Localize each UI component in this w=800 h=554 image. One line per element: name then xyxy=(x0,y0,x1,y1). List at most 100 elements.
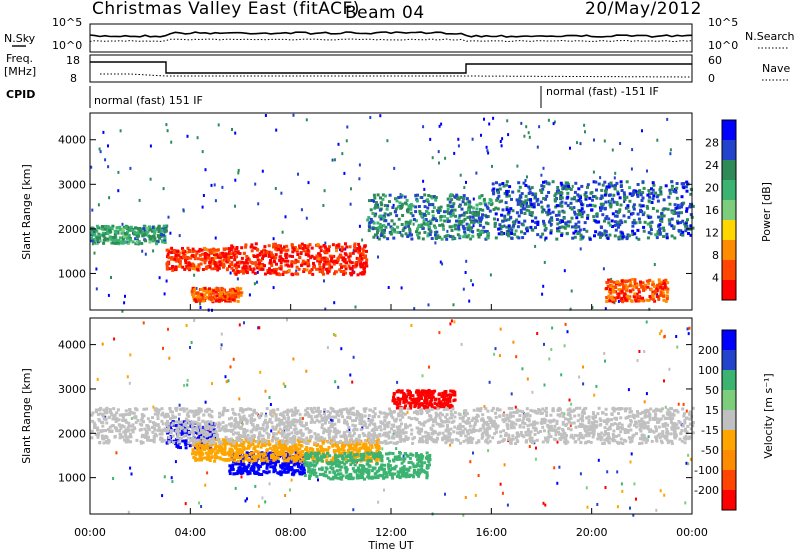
heatmap-cell xyxy=(679,233,683,236)
heatmap-cell xyxy=(496,190,500,194)
heatmap-cell xyxy=(550,216,554,220)
scatter-cell xyxy=(165,123,168,127)
heatmap-cell xyxy=(230,260,234,264)
scatter-cell xyxy=(217,123,220,127)
heatmap-cell xyxy=(372,221,376,225)
heatmap-cell xyxy=(660,282,664,286)
scatter-cell xyxy=(186,134,189,138)
heatmap-cell xyxy=(523,201,526,205)
heatmap-cell xyxy=(197,436,200,440)
scatter-cell xyxy=(169,231,172,235)
heatmap-cell xyxy=(404,201,407,205)
heatmap-cell xyxy=(658,188,662,192)
heatmap-cell xyxy=(531,193,535,197)
heatmap-cell xyxy=(180,430,184,434)
heatmap-cell xyxy=(197,452,201,456)
heatmap-cell xyxy=(316,443,320,446)
heatmap-cell xyxy=(194,458,198,462)
heatmap-cell xyxy=(318,260,322,264)
scatter-cell xyxy=(506,119,509,123)
scatter-cell xyxy=(541,292,544,296)
heatmap-cell xyxy=(444,392,448,396)
heatmap-cell xyxy=(428,203,431,207)
scatter-cell xyxy=(152,249,155,253)
heatmap-cell xyxy=(350,267,354,271)
heatmap-cell xyxy=(463,217,467,221)
scatter-cell xyxy=(163,292,166,296)
heatmap-cell xyxy=(197,298,201,302)
scatter-cell xyxy=(322,204,325,207)
scatter-cell xyxy=(552,122,555,126)
heatmap-cell xyxy=(615,202,619,206)
heatmap-cell xyxy=(282,270,286,274)
heatmap-cell xyxy=(383,194,387,198)
heatmap-cell xyxy=(432,224,436,228)
heatmap-cell xyxy=(258,440,262,444)
heatmap-cell xyxy=(230,294,234,297)
heatmap-cell xyxy=(648,221,652,225)
heatmap-cell xyxy=(613,234,617,238)
scatter-cell xyxy=(520,121,523,125)
heatmap-cell xyxy=(340,249,344,253)
heatmap-cell xyxy=(293,261,297,265)
heatmap-cell xyxy=(314,471,318,475)
scatter-cell xyxy=(449,322,452,326)
heatmap-cell xyxy=(523,219,527,223)
heatmap-cell xyxy=(297,455,301,459)
scatter-cell xyxy=(91,242,94,246)
heatmap-cell xyxy=(531,219,534,223)
heatmap-cell xyxy=(603,180,607,184)
heatmap-cell xyxy=(355,256,359,260)
heatmap-cell xyxy=(114,231,118,235)
heatmap-cell xyxy=(635,286,639,290)
heatmap-cell xyxy=(462,213,466,217)
heatmap-cell xyxy=(631,288,635,292)
heatmap-cell xyxy=(515,218,519,222)
heatmap-cell xyxy=(319,445,323,449)
heatmap-cell xyxy=(593,234,596,238)
heatmap-cell xyxy=(505,194,509,198)
heatmap-cell xyxy=(655,232,659,236)
scatter-cell xyxy=(377,255,379,259)
scatter-cell xyxy=(610,277,613,281)
heatmap-cell xyxy=(398,476,402,480)
heatmap-cell xyxy=(191,452,194,456)
heatmap-cell xyxy=(196,447,200,451)
heatmap-cell xyxy=(350,261,354,265)
heatmap-cell xyxy=(649,297,653,301)
scatter-cell xyxy=(542,501,545,505)
heatmap-cell xyxy=(284,270,288,274)
heatmap-cell xyxy=(637,217,641,221)
heatmap-cell xyxy=(295,458,299,462)
heatmap-cell xyxy=(224,458,228,462)
heatmap-cell xyxy=(228,293,232,297)
heatmap-cell xyxy=(181,249,185,253)
heatmap-cell xyxy=(181,439,185,443)
scatter-cell xyxy=(641,129,643,133)
scatter-cell xyxy=(427,303,430,307)
heatmap-cell xyxy=(644,287,647,291)
heatmap-cell xyxy=(517,189,521,193)
scatter-cell xyxy=(185,324,188,327)
heatmap-cell xyxy=(433,389,437,393)
scatter-cell xyxy=(99,150,102,154)
heatmap-cell xyxy=(684,225,688,229)
scatter-cell xyxy=(685,461,688,465)
heatmap-cell xyxy=(639,283,643,287)
scatter-cell xyxy=(570,402,573,406)
heatmap-cell xyxy=(476,233,480,236)
heatmap-cell xyxy=(279,250,283,254)
heatmap-cell xyxy=(389,212,393,216)
heatmap-cell xyxy=(680,211,683,215)
heatmap-cell xyxy=(108,228,112,232)
heatmap-cell xyxy=(599,197,603,201)
heatmap-cell xyxy=(372,467,376,471)
heatmap-cell xyxy=(348,446,352,450)
heatmap-cell xyxy=(219,252,223,256)
heatmap-cell xyxy=(298,465,302,469)
heatmap-cell xyxy=(256,266,260,270)
heatmap-cell xyxy=(421,389,424,393)
heatmap-cell xyxy=(183,267,187,271)
heatmap-cell xyxy=(215,294,219,298)
heatmap-cell xyxy=(616,190,620,194)
